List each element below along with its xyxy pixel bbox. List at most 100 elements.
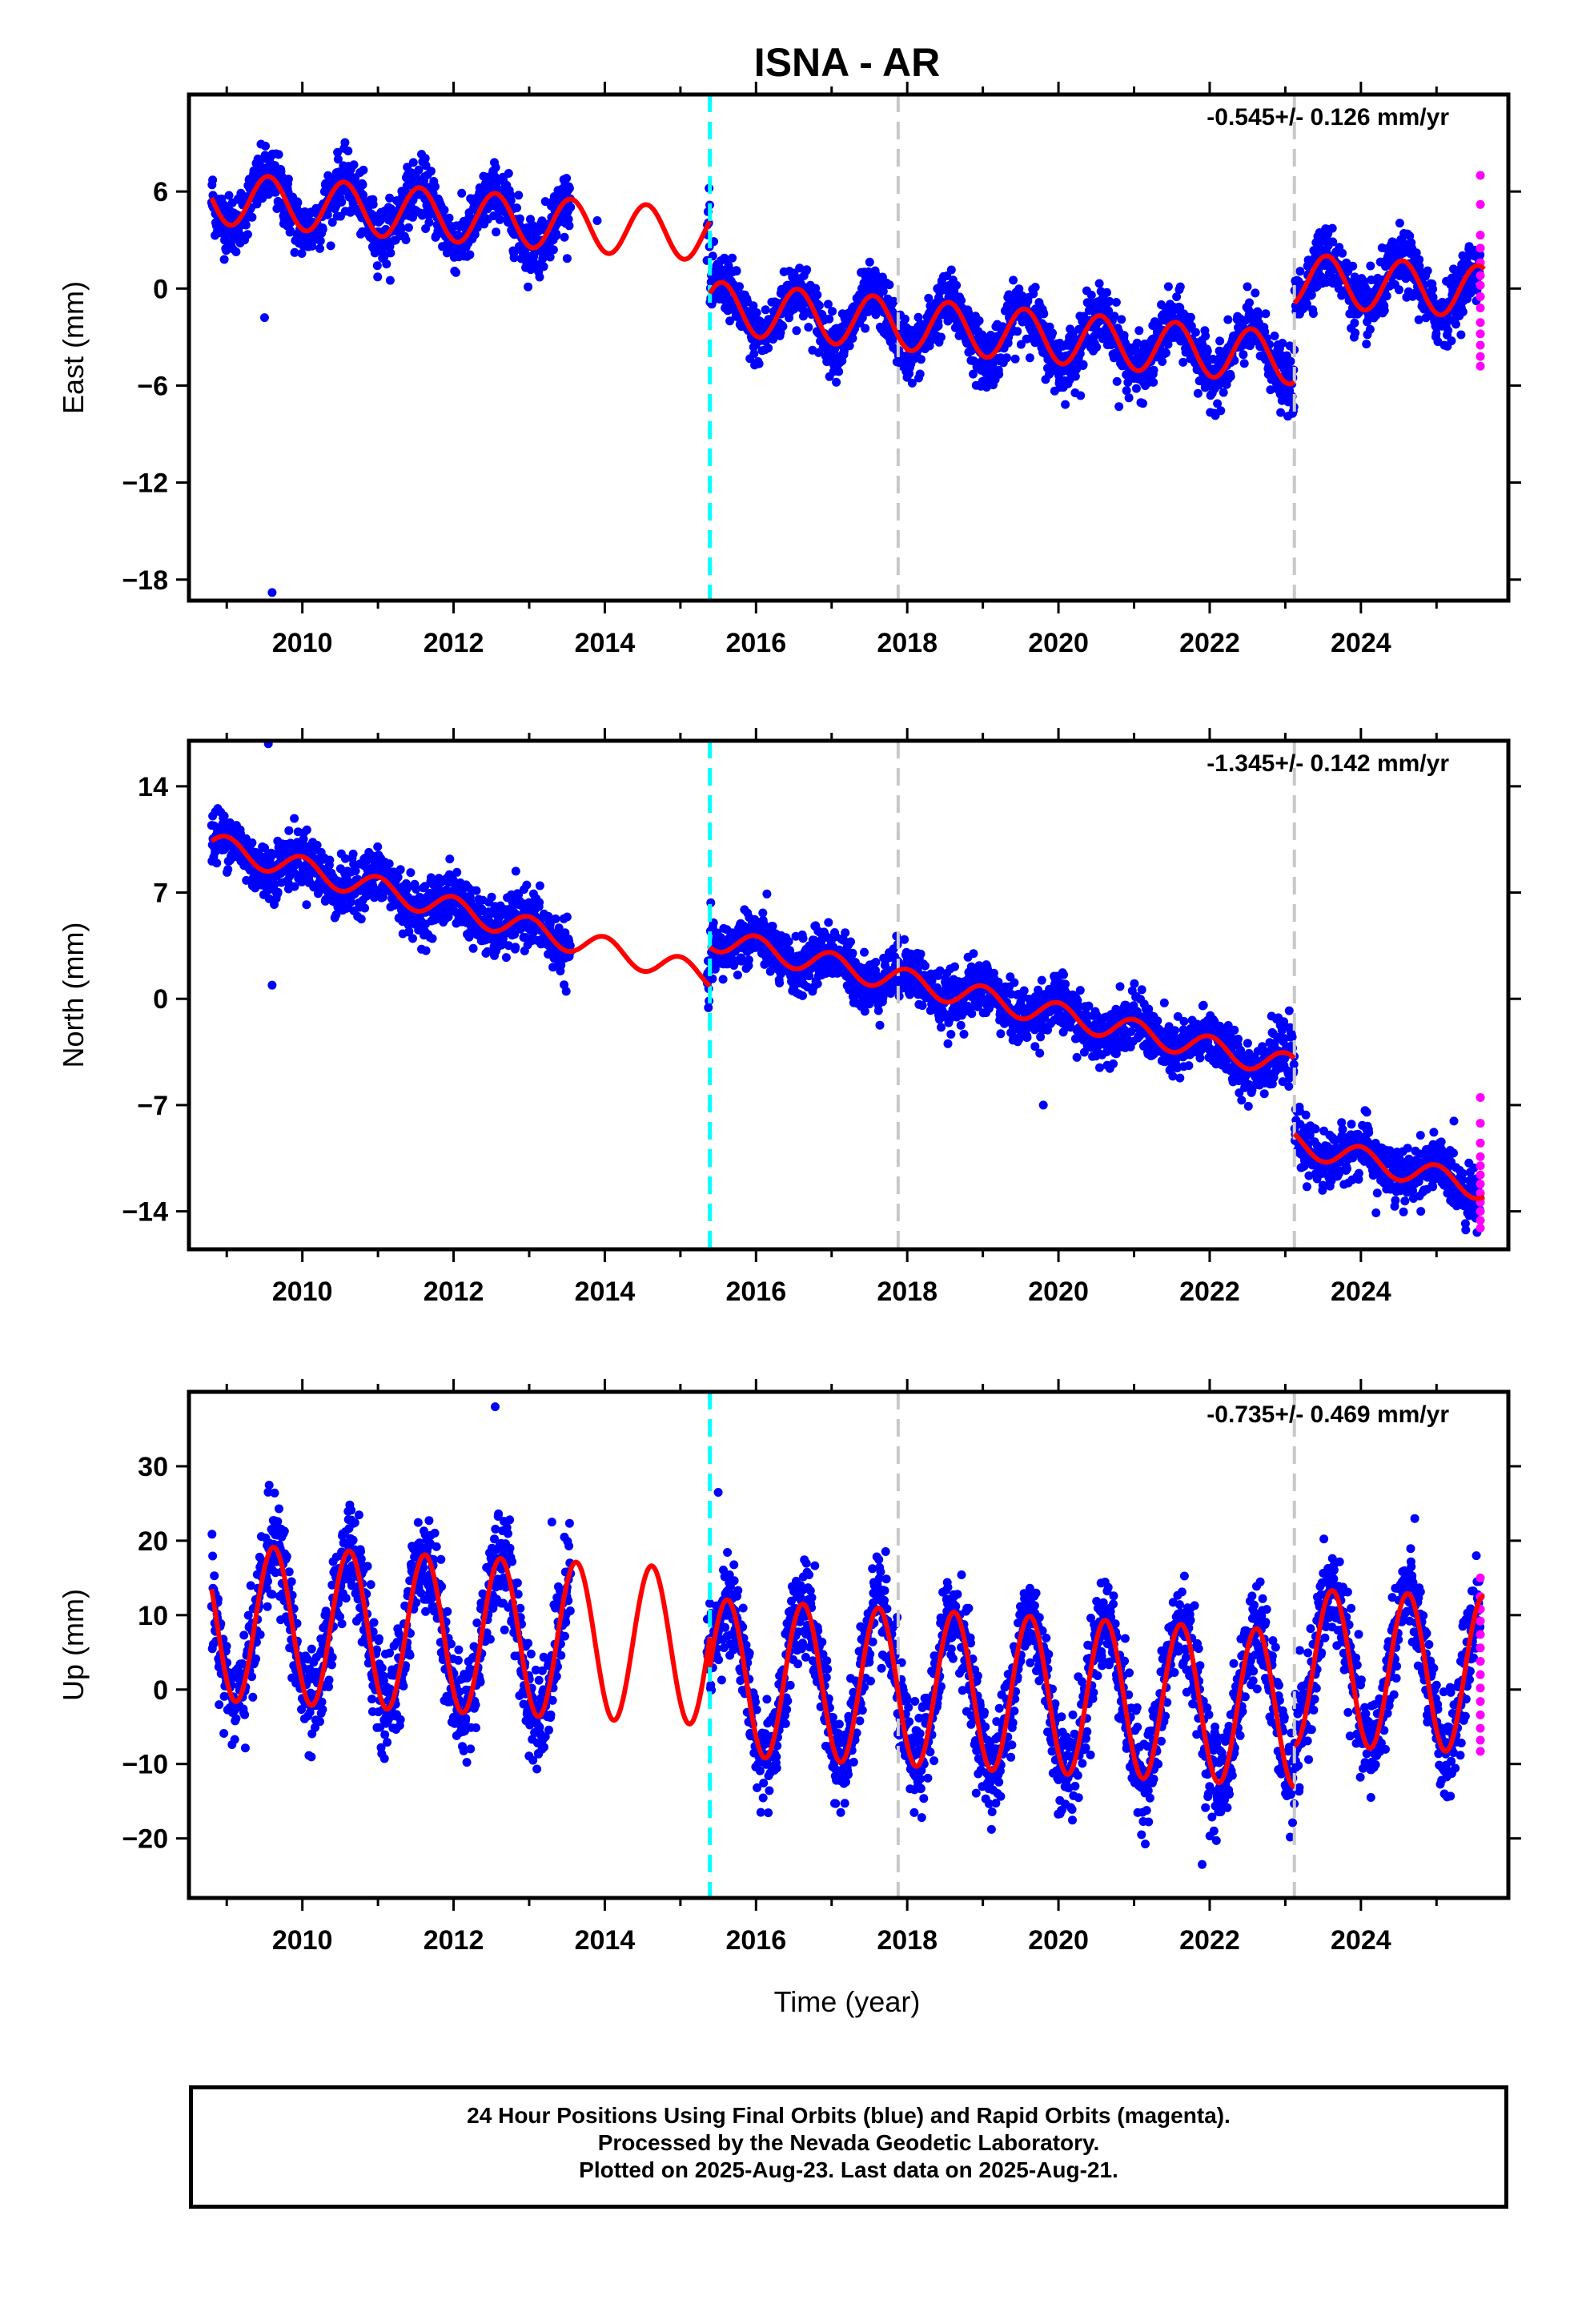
- final-orbit-point: [814, 301, 824, 310]
- final-orbit-point: [326, 241, 335, 251]
- final-orbit-point: [260, 843, 270, 853]
- final-orbit-point: [312, 840, 322, 850]
- final-orbit-point: [1070, 372, 1080, 381]
- final-orbit-point: [510, 930, 520, 939]
- chart-title: ISNA - AR: [754, 40, 940, 85]
- final-orbit-point: [420, 154, 430, 163]
- final-orbit-point: [1219, 388, 1228, 397]
- final-orbit-point: [208, 175, 218, 185]
- model-fit-line: [209, 174, 713, 262]
- final-orbit-point: [545, 252, 555, 262]
- final-orbit-point: [562, 174, 572, 183]
- final-orbit-point: [224, 191, 234, 200]
- rapid-orbit-point: [1476, 361, 1485, 371]
- final-orbit-point: [359, 190, 367, 199]
- final-orbit-point: [457, 188, 467, 198]
- final-orbit-point: [1452, 320, 1460, 329]
- final-orbit-point: [885, 280, 894, 290]
- final-orbit-point: [1286, 356, 1295, 366]
- final-orbit-point: [283, 175, 293, 184]
- final-orbit-point: [1078, 360, 1088, 369]
- x-tick-label: 2014: [575, 628, 636, 658]
- final-orbit-point: [382, 259, 391, 269]
- final-orbit-point: [1395, 219, 1404, 228]
- rapid-orbit-point: [1476, 318, 1485, 328]
- final-orbit-point: [1030, 283, 1040, 292]
- final-orbit-point: [1223, 315, 1233, 324]
- final-orbit-point: [846, 937, 855, 947]
- final-orbit-point: [293, 858, 303, 867]
- final-orbit-point: [1149, 377, 1158, 387]
- final-orbit-point: [223, 865, 233, 875]
- final-orbit-point: [444, 213, 454, 223]
- final-orbit-point: [1112, 376, 1122, 386]
- final-orbit-point: [1186, 312, 1195, 322]
- final-orbit-point: [315, 243, 324, 253]
- final-orbit-point: [1307, 290, 1316, 300]
- final-orbit-point: [889, 296, 898, 306]
- final-orbit-point: [785, 947, 795, 957]
- final-orbit-point: [560, 232, 569, 242]
- final-orbit-point: [1201, 332, 1211, 341]
- final-orbit-point: [333, 155, 343, 164]
- final-orbit-point: [465, 250, 475, 259]
- final-orbit-point: [408, 158, 418, 167]
- final-orbit-point: [548, 245, 558, 255]
- final-orbit-point: [406, 868, 416, 878]
- final-orbit-point: [1010, 354, 1020, 364]
- final-orbit-point: [348, 849, 358, 858]
- final-orbit-point: [792, 326, 801, 336]
- final-orbit-point: [539, 262, 548, 271]
- final-orbit-point: [860, 1007, 869, 1016]
- final-orbit-point: [445, 854, 455, 864]
- final-orbit-point: [1048, 328, 1057, 338]
- final-orbit-point: [284, 826, 294, 835]
- final-orbit-point: [1414, 315, 1423, 324]
- final-orbit-point: [1203, 346, 1212, 356]
- final-orbit-point: [1415, 255, 1424, 264]
- final-orbit-point: [360, 903, 370, 913]
- final-orbit-point: [823, 300, 833, 309]
- final-orbit-point: [270, 879, 279, 889]
- final-orbit-point: [286, 226, 295, 235]
- final-orbit-point: [293, 198, 303, 207]
- final-orbit-point: [1124, 393, 1134, 403]
- outlier-point: [1114, 402, 1124, 412]
- final-orbit-point: [564, 183, 574, 193]
- final-orbit-point: [452, 867, 462, 877]
- final-orbit-point: [412, 884, 421, 894]
- final-orbit-point: [733, 971, 742, 979]
- final-orbit-point: [725, 316, 735, 326]
- final-orbit-point: [1239, 359, 1249, 368]
- final-orbit-point: [937, 332, 946, 342]
- y-tick-label: −12: [122, 468, 168, 499]
- rapid-orbit-point: [1476, 231, 1485, 240]
- final-orbit-point: [431, 182, 440, 191]
- final-orbit-point: [1014, 284, 1024, 294]
- final-orbit-point: [243, 230, 252, 239]
- final-orbit-point: [934, 321, 943, 331]
- final-orbit-point: [1433, 337, 1443, 347]
- final-orbit-point: [1216, 406, 1226, 416]
- final-orbit-point: [1122, 386, 1131, 396]
- final-orbit-point: [290, 247, 299, 257]
- final-orbit-point: [845, 341, 854, 351]
- rapid-orbit-point: [1476, 171, 1485, 180]
- final-orbit-point: [860, 947, 869, 957]
- final-orbit-point: [861, 324, 870, 333]
- final-orbit-point: [1009, 275, 1018, 285]
- rapid-orbit-point: [1476, 292, 1485, 301]
- final-orbit-point: [828, 307, 837, 316]
- rapid-orbit-point: [1476, 280, 1485, 290]
- final-orbit-point: [358, 180, 367, 190]
- final-orbit-point: [1476, 250, 1485, 259]
- final-orbit-point: [1039, 309, 1049, 319]
- final-orbit-point: [813, 290, 822, 300]
- final-orbit-point: [333, 147, 343, 157]
- final-orbit-point: [907, 378, 917, 388]
- final-orbit-point: [318, 225, 327, 234]
- final-orbit-point: [735, 282, 744, 292]
- final-orbit-point: [1138, 399, 1147, 408]
- final-orbit-point: [327, 218, 337, 227]
- model-fit-line: [708, 279, 1296, 387]
